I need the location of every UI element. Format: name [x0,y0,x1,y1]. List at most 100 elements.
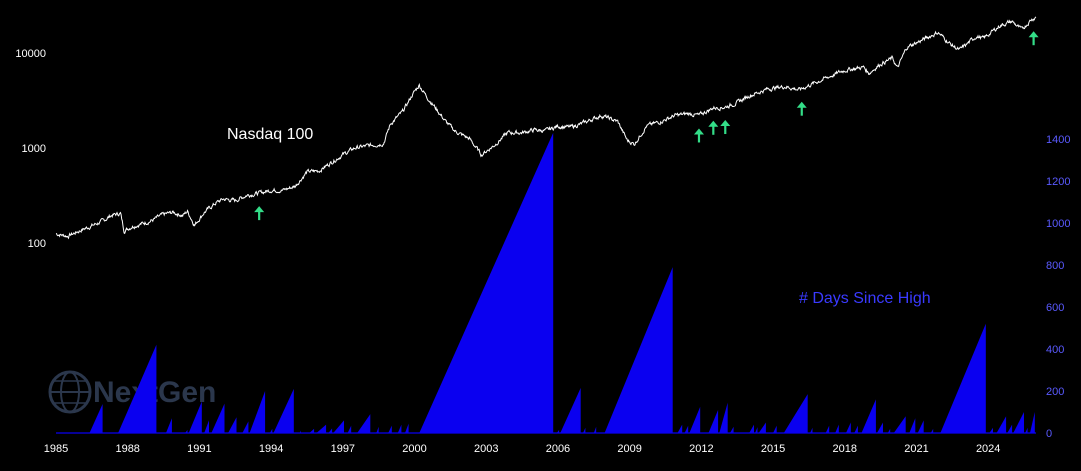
days-since-high-area-group [56,132,1036,434]
right-axis-ticks: 0 200 400 600 800 1000 1200 1400 [1046,134,1070,440]
x-tick-label: 2009 [617,443,641,455]
right-tick-label: 600 [1046,302,1064,314]
days-since-high-peak [1013,412,1024,433]
x-tick-label: 2012 [689,443,713,455]
days-since-high-peak [684,425,689,433]
days-since-high-peak [783,394,808,433]
days-since-high-peak [989,427,993,433]
days-since-high-peak [887,428,891,433]
x-axis-ticks: 1985 1988 1991 1994 1997 2000 2003 2006 2009 2012… [44,443,1001,455]
days-since-high-peak [405,423,409,433]
days-since-high-peak [1025,427,1028,433]
days-since-high-peak [893,416,906,433]
days-since-high-peak [328,428,333,433]
days-since-high-peak [556,429,560,433]
x-tick-label: 1991 [187,443,211,455]
right-tick-label: 400 [1046,344,1064,356]
up-arrow-icon [254,206,265,221]
days-since-high-peak [118,344,157,433]
days-since-high-peak [773,425,777,433]
x-tick-label: 1985 [44,443,68,455]
days-since-high-peak [388,425,392,433]
days-since-high-peak [1030,412,1035,433]
right-tick-label: 0 [1046,428,1052,440]
right-tick-label: 200 [1046,386,1064,398]
x-tick-label: 1997 [331,443,355,455]
days-since-high-peak [269,428,273,433]
days-since-high-peak [940,323,986,433]
days-since-high-peak [877,422,883,433]
days-since-high-peak [211,403,225,433]
x-tick-label: 2015 [761,443,785,455]
days-since-high-peak [560,387,581,433]
days-since-high-peak [333,420,344,433]
days-since-high-peak [604,267,673,433]
days-since-high-peak [242,421,249,433]
days-since-high-peak [309,428,315,433]
x-tick-label: 1994 [259,443,283,455]
days-since-high-peak [835,424,839,433]
up-arrow-icon [796,101,807,116]
days-since-high-peak [228,417,237,433]
left-tick-label: 1000 [22,143,46,155]
x-tick-label: 2018 [833,443,857,455]
days-since-high-peak [719,402,728,433]
days-since-high-peak [376,426,379,433]
days-series-label: # Days Since High [799,290,931,307]
arrow-marker-group [254,31,1039,221]
days-since-high-peak [185,429,188,433]
left-tick-label: 10000 [15,48,46,60]
days-since-high-peak [854,425,858,433]
days-since-high-peak [299,430,301,433]
days-since-high-peak [419,132,554,433]
up-arrow-icon [708,120,719,135]
up-arrow-icon [693,128,704,143]
right-tick-label: 1200 [1046,176,1070,188]
x-tick-label: 2024 [976,443,1000,455]
days-since-high-peak [593,426,597,433]
days-since-high-peak [996,416,1007,433]
right-tick-label: 800 [1046,260,1064,272]
up-arrow-icon [720,120,731,135]
days-since-high-peak [166,418,172,433]
days-since-high-peak [730,426,734,433]
days-since-high-peak [397,424,402,433]
days-since-high-peak [316,424,327,433]
left-tick-label: 100 [28,238,46,250]
days-since-high-peak [583,427,586,433]
days-since-high-peak [810,427,813,433]
nasdaq-100-line [55,16,1037,240]
nasdaq-series-label: Nasdaq 100 [227,126,313,143]
globe-icon [48,370,92,414]
x-tick-label: 2000 [402,443,426,455]
up-arrow-icon [1028,31,1039,46]
days-since-high-peak [846,422,851,433]
days-since-high-peak [758,422,766,433]
days-since-high-peak [1007,424,1013,433]
days-since-high-peak [861,399,876,433]
right-tick-label: 1400 [1046,134,1070,146]
right-tick-label: 1000 [1046,218,1070,230]
days-since-high-peak [677,424,683,433]
x-tick-label: 2021 [904,443,928,455]
days-since-high-peak [749,424,754,433]
days-since-high-peak [347,425,352,433]
left-axis-ticks: 100 1000 10000 [15,48,46,250]
days-since-high-peak [909,418,916,433]
days-since-high-peak [755,427,758,433]
days-since-high-peak [188,401,202,433]
days-since-high-peak [89,404,103,433]
x-tick-label: 1988 [115,443,139,455]
days-since-high-peak [708,409,719,433]
nasdaq-price-line-group [55,16,1037,240]
x-tick-label: 2006 [546,443,570,455]
days-since-high-peak [249,391,266,433]
days-since-high-peak [930,428,934,433]
days-since-high-peak [204,420,209,433]
x-tick-label: 2003 [474,443,498,455]
days-since-high-peak [825,425,830,433]
days-since-high-peak [917,420,924,433]
days-since-high-peak [357,414,371,433]
days-since-high-peak [689,406,701,433]
